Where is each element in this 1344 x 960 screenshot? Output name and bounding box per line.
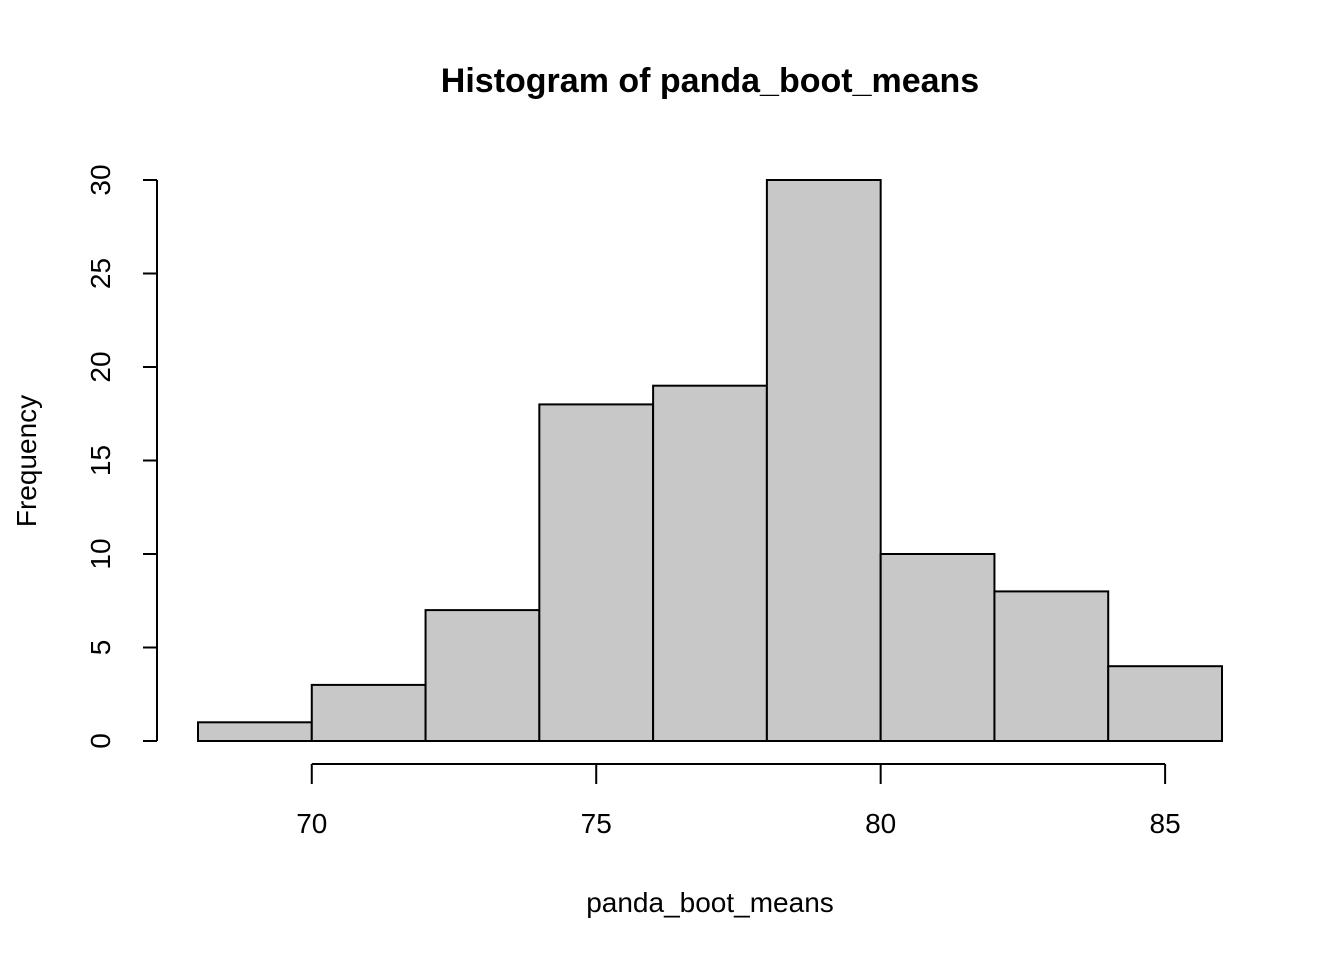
y-tick-label: 5 — [85, 640, 116, 656]
y-tick-label: 0 — [85, 733, 116, 749]
y-tick-label: 25 — [85, 258, 116, 289]
bar — [879, 553, 996, 742]
bar — [1107, 665, 1223, 743]
bar — [197, 721, 313, 742]
y-tick-label: 15 — [85, 445, 116, 476]
bar — [538, 403, 655, 742]
y-tick-label: 20 — [85, 351, 116, 382]
bar — [993, 590, 1110, 743]
y-axis-label: Frequency — [11, 395, 42, 527]
bar — [424, 609, 541, 742]
x-tick-label: 85 — [1150, 808, 1181, 839]
chart-title: Histogram of panda_boot_means — [441, 62, 979, 100]
x-tick-label: 80 — [865, 808, 896, 839]
y-tick-label: 30 — [85, 164, 116, 195]
x-tick-label: 70 — [296, 808, 327, 839]
bar — [765, 179, 882, 742]
y-tick-label: 10 — [85, 538, 116, 569]
bar — [310, 683, 427, 743]
x-tick-label: 75 — [581, 808, 612, 839]
bar — [652, 384, 768, 742]
x-axis-label: panda_boot_means — [586, 887, 834, 918]
